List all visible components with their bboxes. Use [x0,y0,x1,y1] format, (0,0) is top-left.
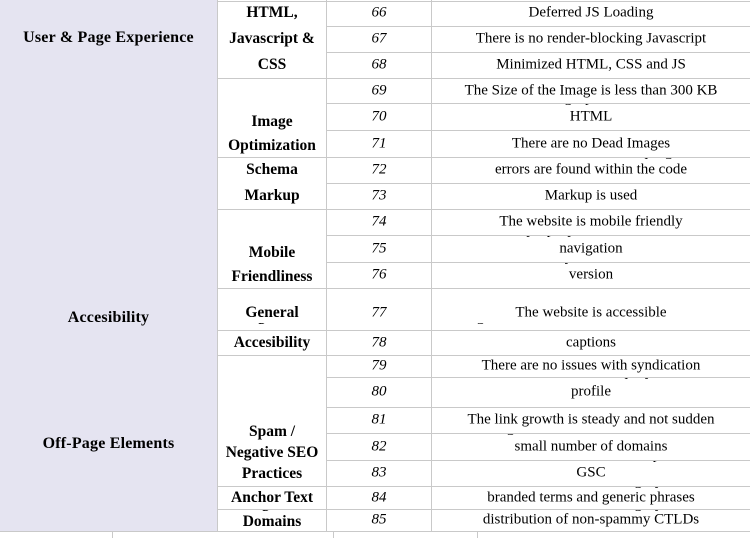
row-description: profile [571,383,611,400]
row-number: 79 [371,357,387,374]
row-number: 70 [371,108,387,124]
clipped-text: g [447,434,587,437]
row-description: HTML [569,108,613,124]
category-label: User & Page Experience [23,29,194,46]
grid-line [327,235,750,236]
subcategory-label: Practices [241,464,303,482]
clipped-text: ppp [487,236,627,239]
grid-line [327,460,750,461]
row-number: 73 [371,187,387,204]
subcategory-label: Schema [246,161,298,178]
grid-line [112,532,113,538]
row-number: 82 [371,438,387,454]
row-number: 78 [371,334,387,350]
grid-line [0,531,750,532]
row-description: navigation [559,240,623,256]
subcategory-label: Markup [244,187,300,204]
row-number: 81 [371,411,387,428]
subcategory-label: CSS [257,56,287,73]
grid-line [431,0,432,531]
grid-line [477,532,478,538]
row-number: 67 [371,30,387,47]
row-number: 68 [371,56,387,73]
row-description: Deferred JS Loading [528,4,654,21]
subcategory-label: Friendliness [231,268,313,285]
grid-line [217,0,218,531]
subcategory-label: Anchor Text [231,488,313,506]
subcategory-label: Optimization [228,137,316,154]
clipped-text-fragment: g [417,323,557,329]
row-description: Minimized HTML, CSS and JS [496,56,686,73]
grid-line [217,509,750,510]
subcategory-label: General [245,304,299,321]
row-description: captions [566,334,616,350]
category-column [0,0,217,531]
grid-line [327,52,750,53]
row-description: The website is accessible [515,304,667,321]
clipped-text: g [198,323,338,326]
row-description: small number of domains [514,438,668,454]
subcategory-label: Domains [242,513,302,530]
grid-line [333,532,334,538]
row-number: 66 [371,4,387,21]
subcategory-label: Spam / [248,422,296,440]
clipped-text: py [575,378,715,381]
category-label: Off-Page Elements [42,435,175,452]
row-number: 72 [371,161,387,178]
row-number: 80 [371,383,387,400]
grid-line [327,262,750,263]
grid-line [217,1,750,2]
clipped-text-fragment: g [198,323,338,329]
row-description: There are no issues with syndication [481,357,701,374]
row-description: The Size of the Image is less than 300 K… [464,82,718,98]
grid-line [327,377,750,378]
row-description: version [568,266,614,283]
subcategory-label: Negative SEO [225,443,319,461]
row-description: GSC [576,464,606,481]
grid-line [217,355,750,356]
clipped-text: gp [515,104,655,107]
row-number: 71 [371,135,387,151]
subcategory-label: Javascript & [229,30,315,47]
subcategory-label: Mobile [248,244,296,261]
subcategory-label: Accesibility [233,333,311,351]
grid-line [327,433,750,434]
row-description: There is no render-blocking Javascript [475,30,707,47]
row-number: 76 [371,266,387,283]
grid-line [327,26,750,27]
row-description: There are no Dead Images [511,135,671,151]
subcategory-label: HTML, [246,4,298,21]
grid-line [326,0,327,531]
grid-line [217,330,750,331]
row-description: branded terms and generic phrases [487,489,695,505]
row-number: 85 [371,511,387,528]
row-description: errors are found within the code [494,161,687,178]
grid-line [217,486,750,487]
row-number: 83 [371,464,387,481]
row-number: 69 [371,82,387,98]
grid-line [217,209,750,210]
clipped-text: g [417,323,557,326]
category-label: Accesibility [67,309,150,326]
grid-line [217,288,750,289]
subcategory-label: Image [251,113,293,130]
row-description: The link growth is steady and not sudden [467,411,715,428]
row-number: 74 [371,213,387,230]
row-description: Markup is used [544,187,638,204]
row-description: The website is mobile friendly [499,213,683,230]
grid-line [217,78,750,79]
grid-line [217,157,750,158]
row-number: 77 [371,304,387,321]
row-number: 75 [371,240,387,256]
grid-line [327,407,750,408]
row-description: distribution of non-spammy CTLDs [482,511,700,528]
grid-line [327,183,750,184]
grid-line [327,130,750,131]
grid-line [327,103,750,104]
row-number: 84 [371,489,387,505]
